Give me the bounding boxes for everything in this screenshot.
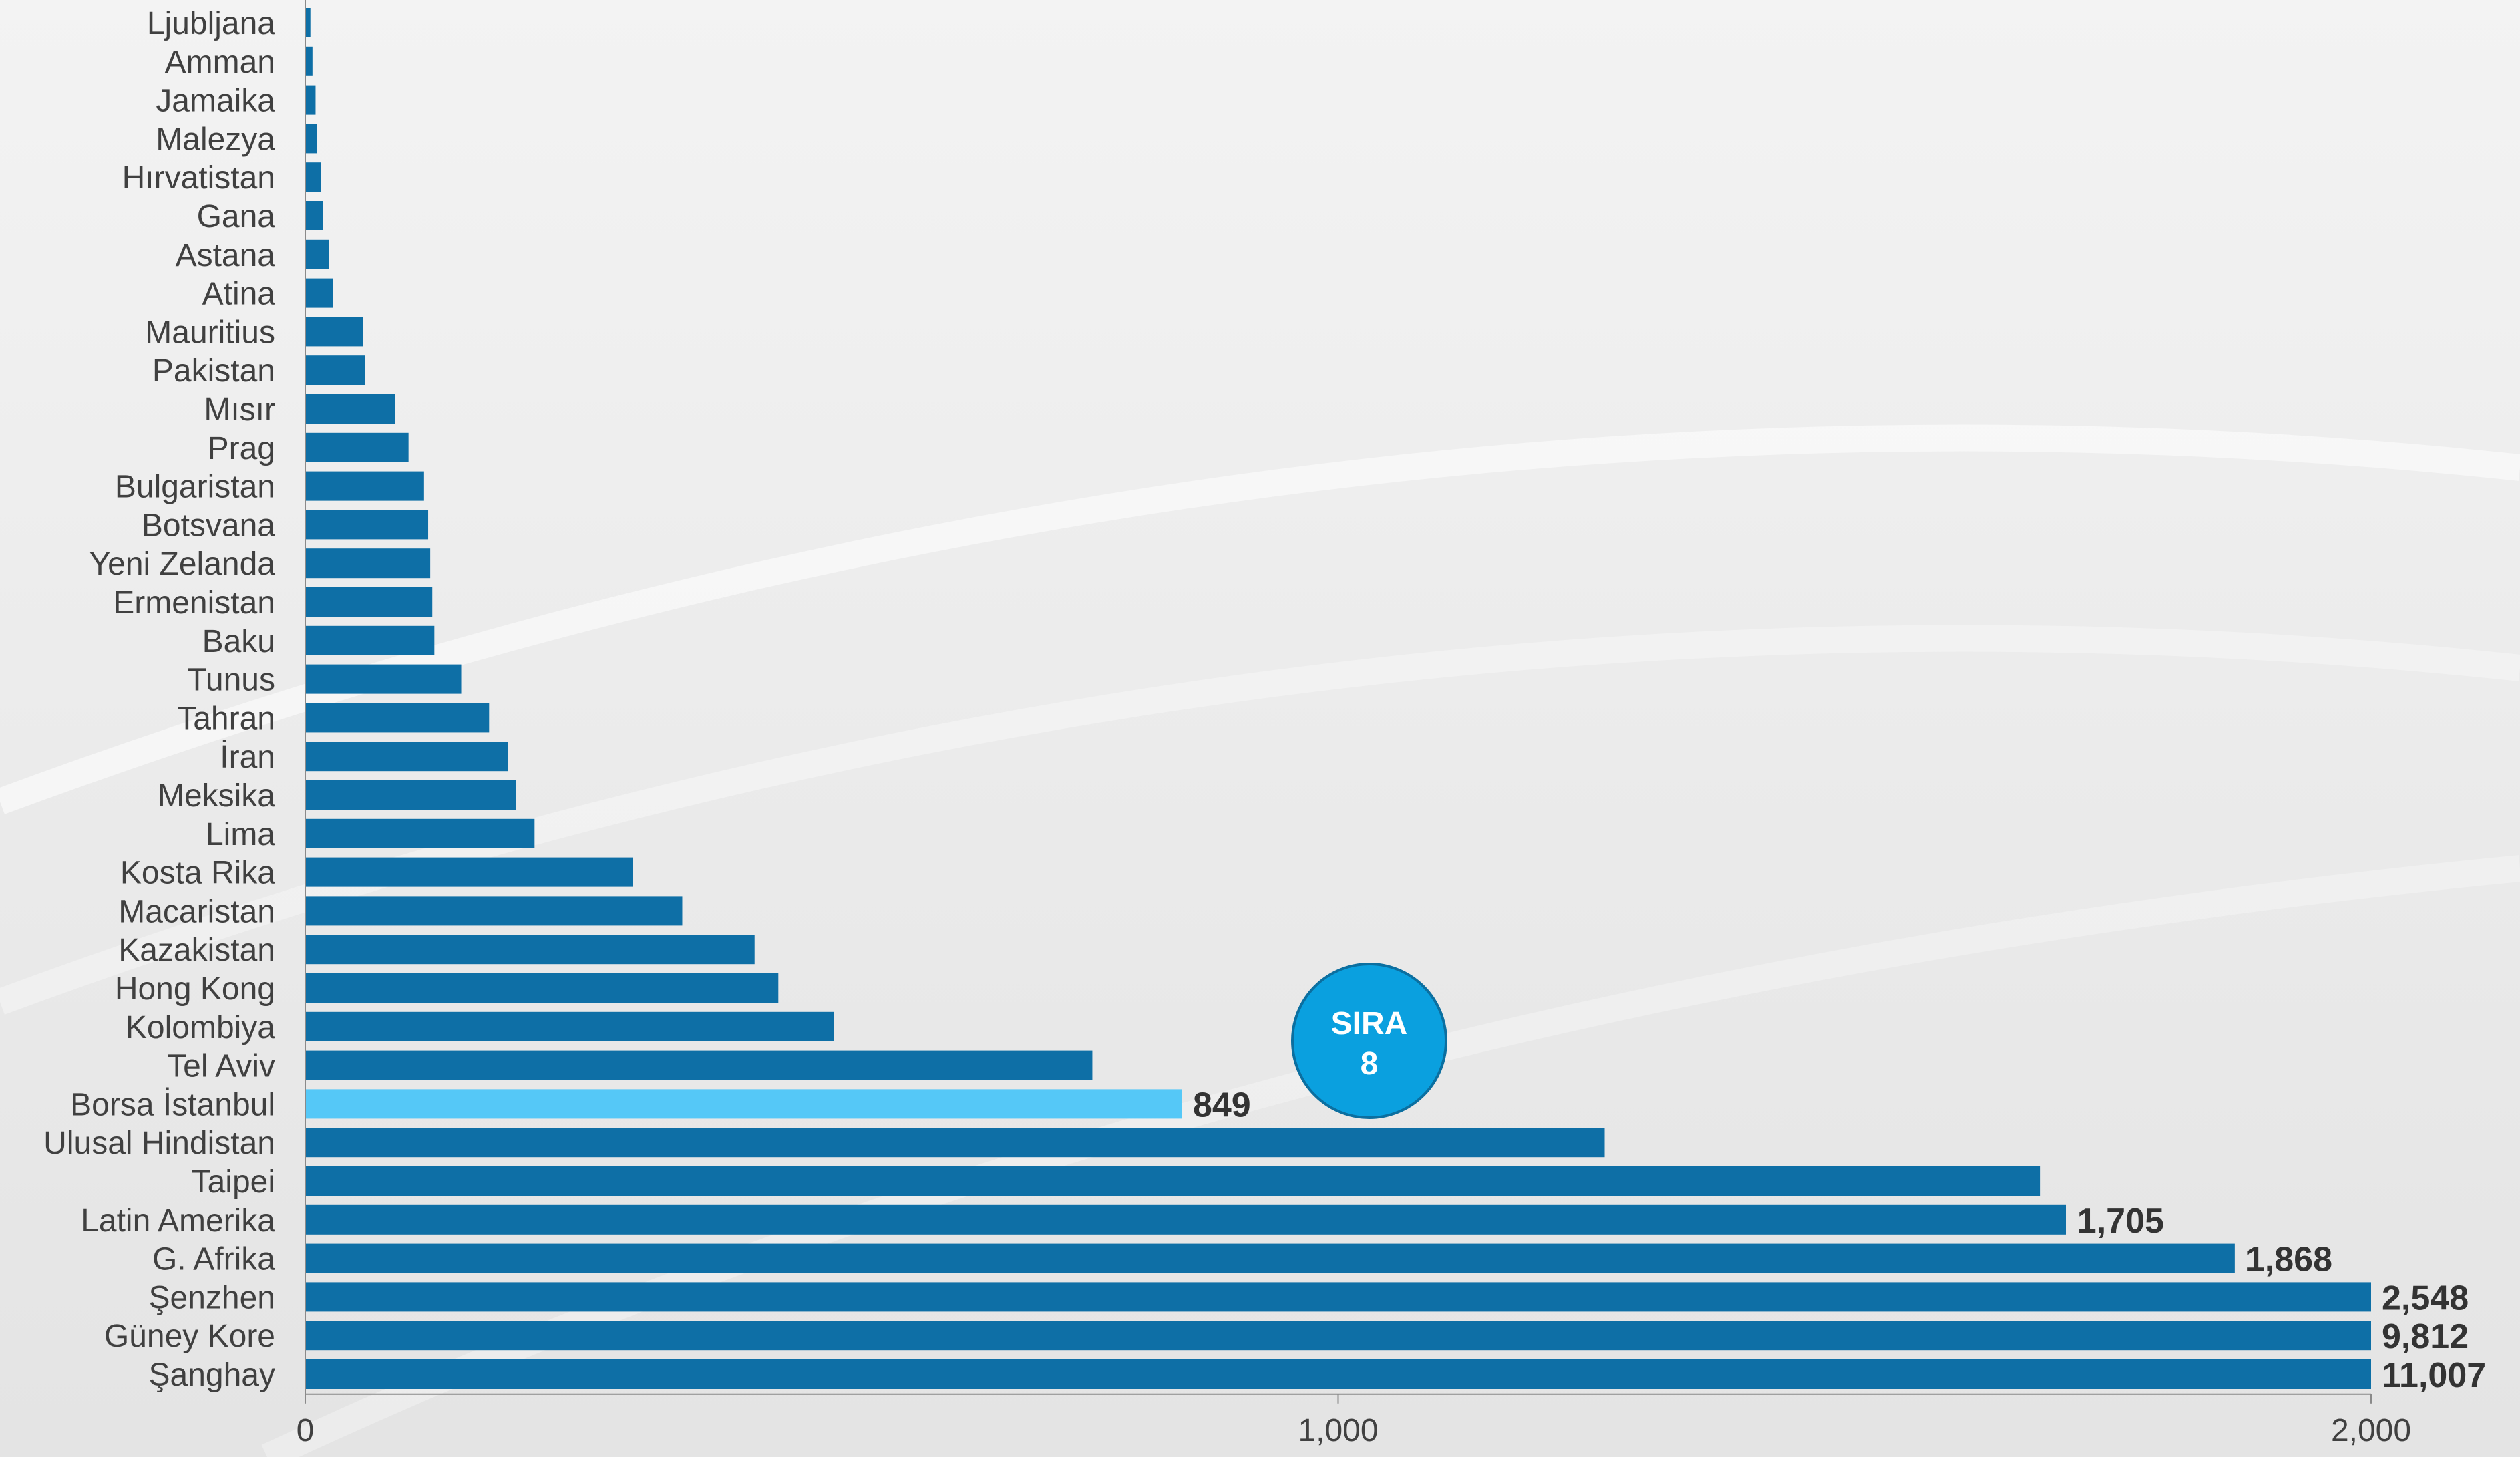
category-label: Taipei [192, 1164, 275, 1200]
x-tick-label: 0 [297, 1413, 315, 1448]
category-label: Şenzhen [149, 1280, 276, 1315]
bar [305, 818, 535, 848]
category-label: Ljubljana [147, 6, 275, 41]
category-label: Tel Aviv [167, 1049, 275, 1084]
bar [305, 85, 316, 115]
category-label: Hırvatistan [122, 160, 275, 196]
data-label: 1,705 [2077, 1202, 2164, 1241]
bar [305, 162, 321, 192]
category-label: Güney Kore [104, 1319, 275, 1354]
rank-badge-value: 8 [1361, 1046, 1379, 1082]
data-label: 2,548 [2382, 1279, 2469, 1317]
category-label: Yeni Zelanda [89, 546, 276, 582]
rank-badge: SIRA 8 [1291, 963, 1447, 1119]
data-label: 11,007 [2382, 1356, 2486, 1395]
bar [305, 510, 429, 540]
category-label: Jamaika [156, 84, 275, 119]
category-label: Astana [176, 238, 276, 273]
category-label: Gana [197, 199, 276, 234]
bar [305, 8, 311, 37]
rank-badge-title: SIRA [1331, 1006, 1408, 1041]
category-label: Tunus [187, 663, 275, 698]
bar [305, 1089, 1182, 1119]
category-label: Botsvana [142, 508, 275, 543]
bar [305, 587, 433, 617]
bar [305, 239, 329, 269]
bar [305, 703, 490, 733]
data-label: 1,868 [2245, 1241, 2332, 1279]
bar [305, 432, 409, 462]
category-label: Prag [208, 431, 275, 466]
bar [305, 1321, 2371, 1351]
category-label: Ermenistan [113, 585, 275, 621]
category-label: Mısır [204, 392, 275, 428]
bar [305, 1282, 2371, 1312]
category-label: Malezya [156, 122, 275, 157]
bar [305, 1050, 1093, 1080]
category-label: Baku [202, 624, 275, 659]
bars-group [305, 8, 2371, 1389]
category-label: Atina [202, 277, 276, 312]
rank-badge-circle [1291, 963, 1447, 1119]
category-label: Kosta Rika [120, 856, 275, 891]
bar [305, 1128, 1605, 1158]
category-label: Lima [206, 817, 275, 852]
x-tick-label: 2,000 [2331, 1413, 2411, 1448]
bar [305, 355, 365, 385]
bar [305, 46, 313, 76]
category-label: Kolombiya [126, 1010, 275, 1045]
bar [305, 896, 683, 926]
category-label: Pakistan [152, 353, 275, 389]
category-label: Hong Kong [115, 971, 275, 1007]
bar [305, 471, 424, 501]
bar [305, 124, 317, 154]
category-label: Şanghay [149, 1357, 276, 1393]
bar [305, 201, 323, 230]
category-labels: LjubljanaAmmanJamaikaMalezyaHırvatistanG… [43, 6, 275, 1393]
bar [305, 1359, 2371, 1389]
x-axis: 0 1,000 2,000 [297, 0, 2411, 1448]
category-label: Tahran [177, 701, 275, 736]
category-label: Latin Amerika [81, 1203, 275, 1239]
bar [305, 973, 779, 1003]
category-label: Ulusal Hindistan [43, 1126, 275, 1161]
bar [305, 1204, 2066, 1235]
category-label: Amman [165, 45, 275, 80]
bar [305, 394, 395, 424]
category-label: Bulgaristan [115, 470, 275, 505]
data-label: 9,812 [2382, 1317, 2469, 1356]
bar [305, 278, 333, 308]
category-label: İran [220, 740, 275, 775]
bar [305, 857, 633, 887]
bar [305, 548, 431, 579]
bar [305, 625, 435, 655]
category-label: Kazakistan [118, 933, 275, 968]
data-label: 849 [1193, 1086, 1251, 1124]
category-label: Macaristan [118, 894, 275, 929]
bar [305, 317, 363, 347]
bar [305, 1243, 2235, 1273]
bar [305, 1011, 834, 1041]
bar [305, 780, 516, 810]
bar [305, 1166, 2041, 1196]
bar [305, 935, 755, 965]
bar [305, 742, 508, 772]
bar [305, 664, 462, 694]
category-label: Mauritius [145, 315, 275, 350]
category-label: Borsa İstanbul [70, 1087, 275, 1122]
x-tick-label: 1,000 [1298, 1413, 1378, 1448]
category-label: G. Afrika [152, 1242, 275, 1277]
category-label: Meksika [158, 778, 275, 814]
